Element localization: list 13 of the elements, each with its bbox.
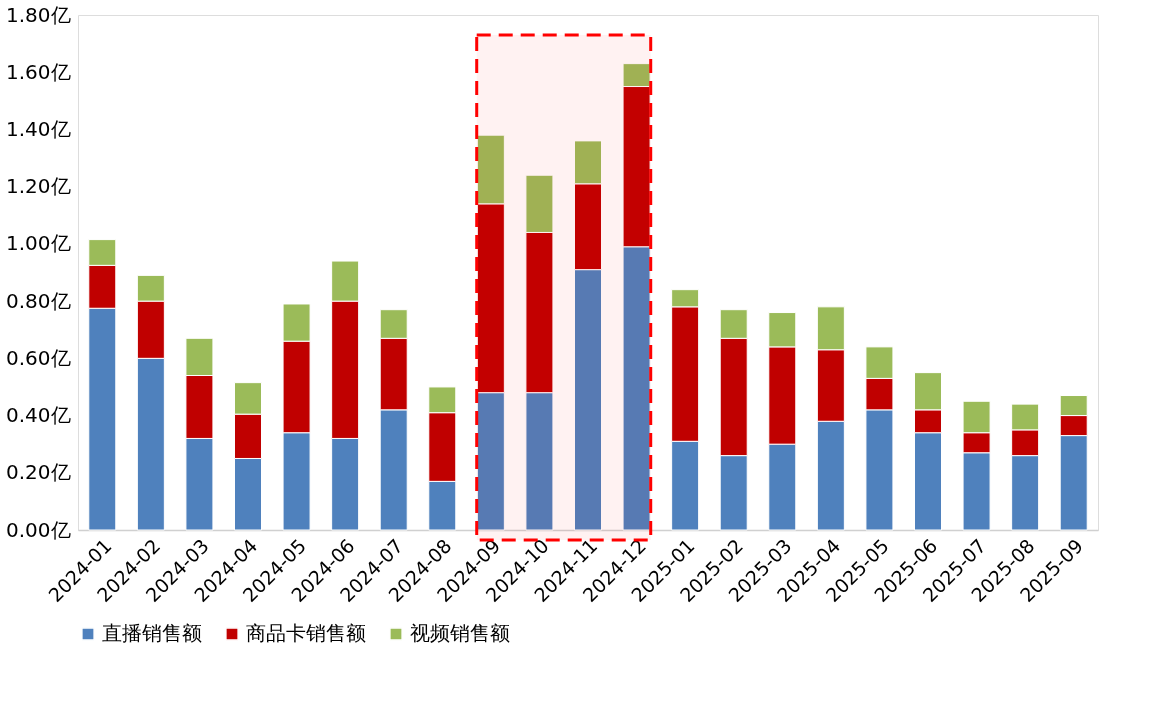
y-tick-label: 1.20亿	[5, 174, 71, 199]
y-tick-label: 1.60亿	[5, 59, 71, 84]
legend-label: 商品卡销售额	[246, 621, 366, 645]
legend-label: 视频销售额	[410, 621, 510, 645]
y-tick-label: 0.80亿	[5, 288, 71, 313]
y-tick-label: 0.60亿	[5, 345, 71, 370]
y-tick-label: 0.40亿	[5, 403, 71, 428]
legend-label: 直播销售额	[102, 621, 202, 645]
y-tick-label: 1.00亿	[5, 231, 71, 256]
y-tick-label: 0.00亿	[5, 517, 71, 542]
y-tick-label: 1.40亿	[5, 116, 71, 141]
y-tick-label: 0.20亿	[5, 460, 71, 485]
y-tick-label: 1.80亿	[5, 2, 71, 27]
